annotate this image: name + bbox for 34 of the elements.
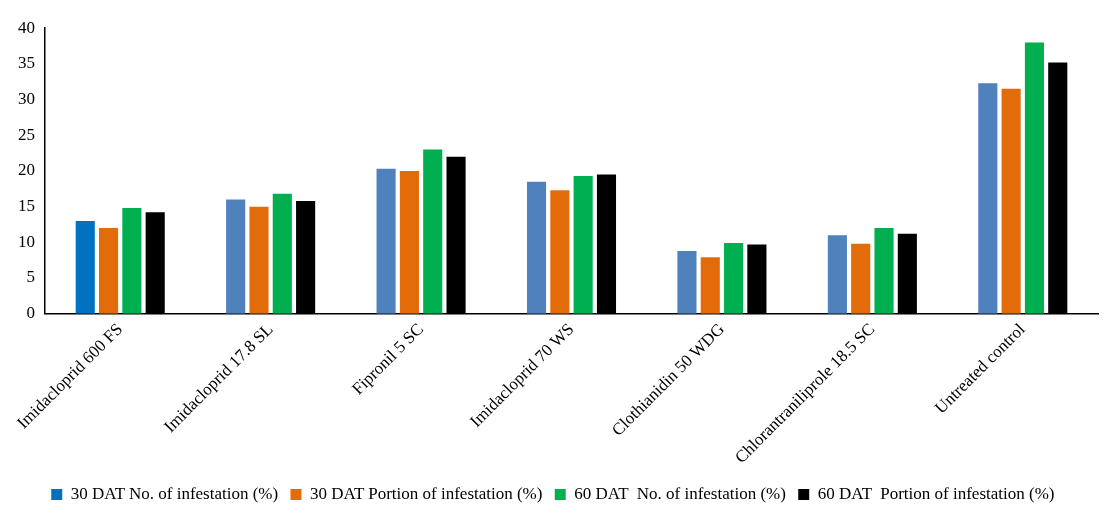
bar	[677, 250, 697, 314]
y-tick-label: 20	[18, 160, 35, 180]
y-tick-label: 35	[18, 53, 35, 73]
bar	[851, 243, 871, 314]
bar	[700, 257, 720, 314]
bar	[99, 228, 119, 314]
bar	[423, 149, 443, 314]
y-tick-label: 25	[18, 124, 35, 144]
y-tick-label: 0	[26, 303, 35, 323]
y-tick-label: 30	[18, 89, 35, 109]
bar	[550, 190, 570, 314]
bar	[573, 175, 593, 314]
bar	[376, 168, 396, 314]
y-tick-label: 15	[18, 196, 35, 216]
bar	[226, 199, 246, 314]
legend-label: 30 DAT No. of infestation (%)	[70, 483, 279, 503]
bar	[272, 193, 292, 314]
bar	[978, 83, 998, 314]
bar	[1024, 42, 1044, 314]
bar	[122, 208, 142, 314]
bar	[249, 206, 269, 314]
bar	[874, 228, 894, 314]
y-tick-label: 10	[18, 231, 35, 251]
bar	[75, 220, 95, 314]
bar	[399, 170, 419, 314]
y-tick-label: 40	[18, 17, 35, 37]
legend-label: 60 DAT Portion of infestation (%)	[817, 483, 1055, 503]
bar	[724, 243, 744, 314]
bar	[1001, 88, 1021, 314]
legend-label: 60 DAT No. of infestation (%)	[574, 483, 786, 503]
legend-label: 30 DAT Portion of infestation (%)	[309, 483, 543, 503]
bar	[827, 235, 847, 314]
bar	[526, 181, 547, 314]
y-tick-label: 5	[26, 267, 35, 287]
